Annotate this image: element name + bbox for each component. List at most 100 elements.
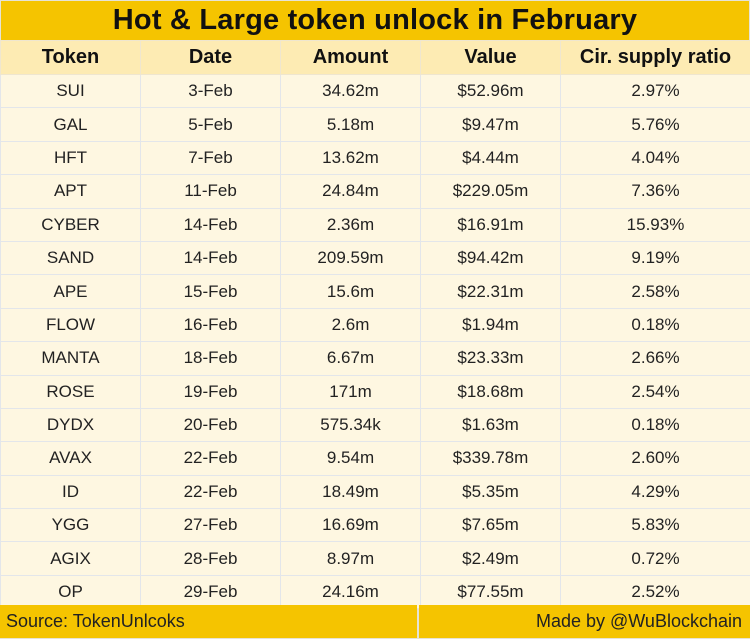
unlock-table: Token Date Amount Value Cir. supply rati…	[0, 40, 750, 610]
cell-amount: 575.34k	[280, 407, 421, 443]
table-row: MANTA 18-Feb 6.67m $23.33m 2.66%	[0, 341, 750, 376]
cell-value: $4.44m	[420, 140, 561, 176]
cell-token: HFT	[0, 140, 141, 176]
cell-token: OP	[0, 574, 141, 610]
header-value: Value	[420, 40, 561, 75]
cell-supply-ratio: 2.54%	[560, 374, 750, 409]
cell-token: SAND	[0, 240, 141, 276]
cell-amount: 24.16m	[280, 574, 421, 610]
table-row: ID 22-Feb 18.49m $5.35m 4.29%	[0, 474, 750, 510]
cell-date: 19-Feb	[140, 374, 281, 409]
cell-value: $229.05m	[420, 174, 561, 209]
table-row: APT 11-Feb 24.84m $229.05m 7.36%	[0, 174, 750, 209]
cell-amount: 34.62m	[280, 73, 421, 109]
cell-value: $23.33m	[420, 341, 561, 376]
cell-token: APT	[0, 174, 141, 209]
cell-amount: 13.62m	[280, 140, 421, 176]
cell-date: 14-Feb	[140, 240, 281, 276]
cell-amount: 2.6m	[280, 307, 421, 343]
cell-value: $16.91m	[420, 207, 561, 242]
cell-date: 5-Feb	[140, 107, 281, 142]
cell-token: SUI	[0, 73, 141, 109]
cell-value: $22.31m	[420, 274, 561, 309]
table-row: GAL 5-Feb 5.18m $9.47m 5.76%	[0, 107, 750, 142]
table-row: OP 29-Feb 24.16m $77.55m 2.52%	[0, 574, 750, 610]
table-row: APE 15-Feb 15.6m $22.31m 2.58%	[0, 274, 750, 309]
cell-amount: 5.18m	[280, 107, 421, 142]
table-row: YGG 27-Feb 16.69m $7.65m 5.83%	[0, 508, 750, 543]
table-row: SAND 14-Feb 209.59m $94.42m 9.19%	[0, 240, 750, 276]
cell-value: $1.63m	[420, 407, 561, 443]
cell-amount: 2.36m	[280, 207, 421, 242]
cell-supply-ratio: 7.36%	[560, 174, 750, 209]
table-row: AVAX 22-Feb 9.54m $339.78m 2.60%	[0, 441, 750, 476]
header-amount: Amount	[280, 40, 421, 75]
cell-amount: 209.59m	[280, 240, 421, 276]
cell-token: MANTA	[0, 341, 141, 376]
cell-value: $52.96m	[420, 73, 561, 109]
cell-value: $18.68m	[420, 374, 561, 409]
cell-amount: 16.69m	[280, 508, 421, 543]
cell-amount: 9.54m	[280, 441, 421, 476]
table-row: DYDX 20-Feb 575.34k $1.63m 0.18%	[0, 407, 750, 443]
cell-amount: 171m	[280, 374, 421, 409]
cell-value: $1.94m	[420, 307, 561, 343]
table-row: CYBER 14-Feb 2.36m $16.91m 15.93%	[0, 207, 750, 242]
cell-token: ID	[0, 474, 141, 510]
cell-value: $77.55m	[420, 574, 561, 610]
table-row: ROSE 19-Feb 171m $18.68m 2.54%	[0, 374, 750, 409]
table-body: SUI 3-Feb 34.62m $52.96m 2.97% GAL 5-Feb 5.18m $…	[0, 73, 750, 610]
cell-supply-ratio: 2.66%	[560, 341, 750, 376]
cell-amount: 24.84m	[280, 174, 421, 209]
cell-amount: 15.6m	[280, 274, 421, 309]
cell-value: $9.47m	[420, 107, 561, 142]
cell-token: APE	[0, 274, 141, 309]
header-token: Token	[0, 40, 141, 75]
cell-value: $2.49m	[420, 541, 561, 576]
cell-amount: 8.97m	[280, 541, 421, 576]
table-row: AGIX 28-Feb 8.97m $2.49m 0.72%	[0, 541, 750, 576]
cell-supply-ratio: 15.93%	[560, 207, 750, 242]
cell-token: AGIX	[0, 541, 141, 576]
cell-supply-ratio: 2.52%	[560, 574, 750, 610]
credit-label: Made by @WuBlockchain	[419, 605, 750, 638]
cell-supply-ratio: 5.76%	[560, 107, 750, 142]
cell-token: GAL	[0, 107, 141, 142]
cell-token: YGG	[0, 508, 141, 543]
cell-token: DYDX	[0, 407, 141, 443]
cell-date: 15-Feb	[140, 274, 281, 309]
cell-date: 22-Feb	[140, 474, 281, 510]
cell-token: AVAX	[0, 441, 141, 476]
cell-date: 28-Feb	[140, 541, 281, 576]
cell-date: 16-Feb	[140, 307, 281, 343]
cell-token: CYBER	[0, 207, 141, 242]
cell-token: FLOW	[0, 307, 141, 343]
cell-date: 20-Feb	[140, 407, 281, 443]
cell-date: 22-Feb	[140, 441, 281, 476]
cell-token: ROSE	[0, 374, 141, 409]
footer: Source: TokenUnlcoks Made by @WuBlockcha…	[0, 605, 750, 639]
cell-supply-ratio: 4.04%	[560, 140, 750, 176]
cell-date: 27-Feb	[140, 508, 281, 543]
cell-supply-ratio: 0.72%	[560, 541, 750, 576]
cell-supply-ratio: 0.18%	[560, 407, 750, 443]
source-label: Source: TokenUnlcoks	[0, 605, 417, 638]
cell-date: 14-Feb	[140, 207, 281, 242]
cell-supply-ratio: 2.60%	[560, 441, 750, 476]
table-row: SUI 3-Feb 34.62m $52.96m 2.97%	[0, 73, 750, 109]
cell-value: $94.42m	[420, 240, 561, 276]
table-title: Hot & Large token unlock in February	[1, 1, 749, 40]
cell-supply-ratio: 0.18%	[560, 307, 750, 343]
cell-supply-ratio: 5.83%	[560, 508, 750, 543]
cell-value: $7.65m	[420, 508, 561, 543]
cell-supply-ratio: 2.58%	[560, 274, 750, 309]
cell-supply-ratio: 2.97%	[560, 73, 750, 109]
cell-date: 11-Feb	[140, 174, 281, 209]
cell-date: 3-Feb	[140, 73, 281, 109]
cell-amount: 18.49m	[280, 474, 421, 510]
cell-date: 18-Feb	[140, 341, 281, 376]
cell-supply-ratio: 4.29%	[560, 474, 750, 510]
header-supply-ratio: Cir. supply ratio	[560, 40, 750, 75]
table-row: FLOW 16-Feb 2.6m $1.94m 0.18%	[0, 307, 750, 343]
